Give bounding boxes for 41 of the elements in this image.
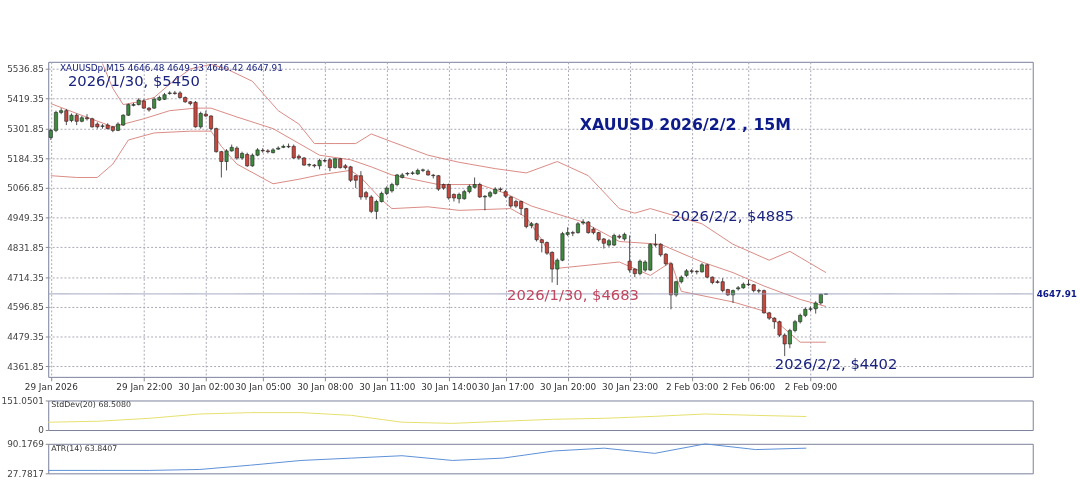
annotation: 2026/1/30, $4683 bbox=[507, 286, 639, 304]
y-tick-label: 151.0501 bbox=[1, 395, 44, 406]
x-tick-label: 30 Jan 20:00 bbox=[540, 382, 597, 393]
annotation: 2026/1/30, $5450 bbox=[67, 72, 200, 90]
x-tick-label: 2 Feb 06:00 bbox=[722, 382, 776, 393]
ref-line-label: 4647.91 bbox=[1036, 288, 1078, 299]
y-tick-label: 5536.85 bbox=[7, 64, 44, 75]
x-tick-label: 30 Jan 11:00 bbox=[359, 382, 416, 393]
y-tick-label: 27.7817 bbox=[7, 468, 44, 479]
x-tick-label: 30 Jan 14:00 bbox=[421, 382, 478, 393]
x-tick-label: 30 Jan 08:00 bbox=[297, 382, 354, 393]
x-tick-label: 29 Jan 22:00 bbox=[116, 382, 173, 393]
x-tick-label: 29 Jan 2026 bbox=[24, 382, 79, 393]
chart-title: StdDev(20) 68.5080 bbox=[51, 400, 131, 410]
annotation: 2026/2/2, $4885 bbox=[671, 207, 794, 225]
y-tick-label: 4361.85 bbox=[7, 361, 44, 372]
y-tick-label: 5066.85 bbox=[7, 183, 44, 194]
y-tick-label: 4479.35 bbox=[7, 331, 44, 342]
y-tick-label: 90.1769 bbox=[7, 439, 45, 450]
y-tick-label: 5419.35 bbox=[7, 94, 44, 105]
y-tick-label: 4831.85 bbox=[7, 242, 44, 253]
x-tick-label: 30 Jan 17:00 bbox=[478, 382, 535, 393]
y-tick-label: 5301.85 bbox=[7, 123, 44, 134]
y-tick-label: 4596.85 bbox=[7, 302, 44, 313]
text: XAUUSD 2026/2/2 , 15M bbox=[579, 114, 792, 134]
line-series bbox=[50, 130, 827, 343]
y-tick-label: 5184.35 bbox=[7, 153, 44, 164]
x-tick-label: 30 Jan 23:00 bbox=[602, 382, 659, 393]
x-tick-label: 2 Feb 09:00 bbox=[784, 382, 838, 393]
y-tick-label: 0 bbox=[38, 425, 45, 436]
y-tick-label: 4949.35 bbox=[7, 213, 44, 224]
y-tick-label: 4714.35 bbox=[7, 272, 44, 283]
annotation: 2026/2/2, $4402 bbox=[774, 354, 898, 372]
x-tick-label: 30 Jan 05:00 bbox=[235, 382, 292, 393]
annotation: XAUUSDp,M15 4646.48 4649.33 4646.42 4647.91 bbox=[60, 62, 283, 73]
line-series bbox=[50, 103, 827, 308]
line-series bbox=[47, 412, 807, 424]
x-tick-label: 30 Jan 02:00 bbox=[178, 382, 235, 393]
x-tick-label: 2 Feb 03:00 bbox=[665, 382, 719, 393]
line-series bbox=[47, 443, 807, 471]
chart-title: ATR(14) 63.8407 bbox=[51, 443, 118, 453]
